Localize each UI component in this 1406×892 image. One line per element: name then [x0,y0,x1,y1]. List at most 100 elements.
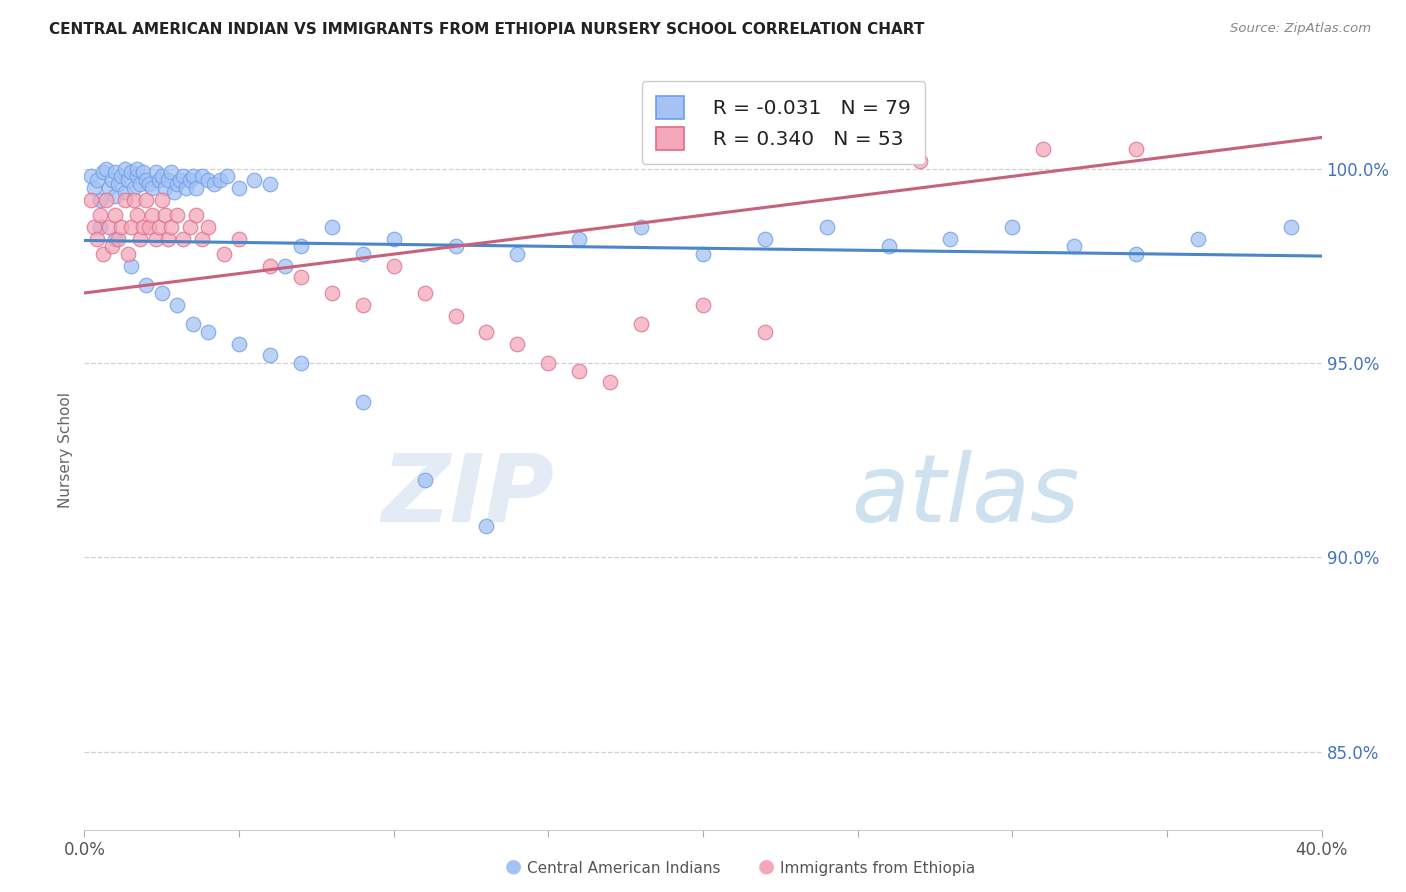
Point [107,231,129,245]
Point [815,219,838,234]
Point [101,239,124,253]
Point [321,219,343,234]
Point [125,161,148,176]
Point [191,169,214,184]
Point [413,473,436,487]
Point [94,161,117,176]
Point [120,219,142,234]
Point [91,165,114,179]
Point [259,348,281,362]
Text: CENTRAL AMERICAN INDIAN VS IMMIGRANTS FROM ETHIOPIA NURSERY SCHOOL CORRELATION C: CENTRAL AMERICAN INDIAN VS IMMIGRANTS FR… [49,22,925,37]
Point [197,325,219,339]
Point [290,270,312,285]
Point [475,325,498,339]
Point [444,310,467,324]
Point [166,298,188,312]
Point [153,208,176,222]
Point [630,317,652,331]
Point [212,247,235,261]
Point [191,231,214,245]
Point [120,165,142,179]
Point [1032,142,1054,156]
Point [228,231,250,245]
Point [228,336,250,351]
Point [754,231,776,245]
Point [1063,239,1085,253]
Point [89,219,111,234]
Point [98,219,121,234]
Point [290,239,312,253]
Point [104,231,127,245]
Text: Source: ZipAtlas.com: Source: ZipAtlas.com [1230,22,1371,36]
Point [148,219,170,234]
Point [83,181,105,195]
Point [209,173,232,187]
Point [179,219,201,234]
Y-axis label: Nursery School: Nursery School [58,392,73,508]
Point [150,285,173,300]
Point [352,395,374,409]
Point [110,169,132,184]
Point [1279,219,1302,234]
Text: ZIP: ZIP [381,450,554,542]
Point [1125,247,1147,261]
Point [160,165,183,179]
Point [122,181,145,195]
Point [202,177,225,191]
Point [122,193,145,207]
Point [104,208,127,222]
Point [259,177,281,191]
Point [104,165,127,179]
Point [630,219,652,234]
Point [413,285,436,300]
Point [537,356,560,370]
Point [86,231,108,245]
Point [321,285,343,300]
Point [79,193,101,207]
Point [98,181,121,195]
Point [145,165,167,179]
Point [352,247,374,261]
Text: ●: ● [505,857,522,876]
Point [382,231,405,245]
Point [692,298,714,312]
Point [150,193,173,207]
Point [444,239,467,253]
Point [1187,231,1209,245]
Point [166,208,188,222]
Point [568,364,591,378]
Point [129,231,152,245]
Point [228,181,250,195]
Point [475,519,498,533]
Point [692,247,714,261]
Point [114,161,136,176]
Point [160,219,183,234]
Text: Central American Indians: Central American Indians [527,861,721,876]
Point [104,188,127,202]
Point [172,169,194,184]
Point [89,193,111,207]
Point [243,173,266,187]
Point [91,247,114,261]
Point [382,259,405,273]
Point [181,169,204,184]
Point [150,169,173,184]
Point [86,173,108,187]
Point [163,185,186,199]
Point [352,298,374,312]
Point [132,219,155,234]
Point [153,181,176,195]
Point [138,219,160,234]
Point [101,173,124,187]
Point [290,356,312,370]
Point [110,219,132,234]
Point [135,193,157,207]
Point [1001,219,1024,234]
Point [79,169,101,184]
Point [114,193,136,207]
Point [939,231,962,245]
Point [141,181,163,195]
Point [908,153,931,168]
Point [132,165,155,179]
Text: atlas: atlas [852,450,1080,541]
